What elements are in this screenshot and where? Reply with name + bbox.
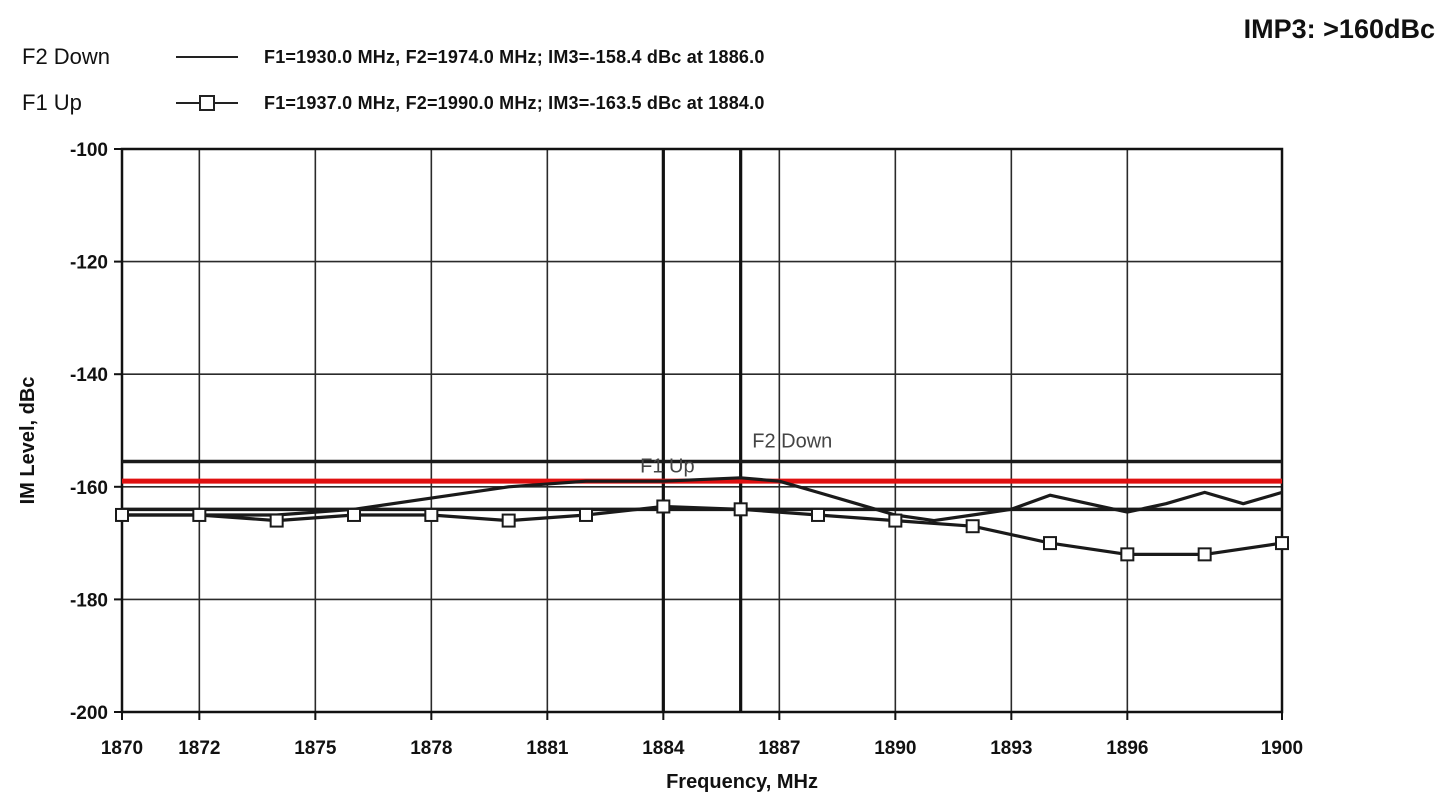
y-tick-label: -140 [70,365,108,386]
x-tick-label: 1887 [758,738,800,759]
x-axis-label: Frequency, MHz [666,771,818,793]
series-line [122,504,1283,556]
x-tick-label: 1872 [178,738,220,759]
y-tick-label: -200 [70,703,108,724]
data-point-marker [424,507,439,522]
x-tick-label: 1900 [1261,738,1303,759]
data-point-marker [579,507,593,522]
chart-legend: F2 Down F1=1930.0 MHz, F2=1974.0 MHz; IM… [22,34,765,126]
data-point-marker [347,507,361,522]
series-f2-down [122,476,1283,523]
legend-line-plain-icon [176,56,238,58]
x-tick-label: 1896 [1106,738,1148,759]
data-point-marker [1197,547,1212,562]
plot-frame [120,147,1284,714]
series-line [122,476,1283,523]
data-point-marker [1120,547,1135,562]
y-tick-label: -100 [70,140,108,161]
x-tick-label: 1893 [990,738,1032,759]
data-point-marker [501,513,516,528]
x-tick-label: 1870 [101,738,143,759]
series-f1-up [115,499,1289,562]
y-axis-label: IM Level, dBc [17,377,39,505]
legend-line-square-marker-icon [176,95,238,111]
annotation-label: F2 Down [752,430,832,452]
legend-series-desc: F1=1930.0 MHz, F2=1974.0 MHz; IM3=-158.4… [264,46,765,67]
legend-series-name: F1 Up [22,90,82,115]
annotation-label: F1 Up [640,456,694,478]
data-point-marker [192,507,207,522]
y-tick-label: -160 [70,478,108,499]
legend-item-f2-down: F2 Down F1=1930.0 MHz, F2=1974.0 MHz; IM… [22,34,765,80]
data-point-marker [115,507,129,522]
data-point-marker [269,513,284,528]
data-point-marker [888,513,903,528]
x-tick-label: 1890 [874,738,916,759]
x-tick-label: 1884 [642,738,685,759]
plot-area [122,149,1282,712]
data-point-marker [1043,536,1057,551]
data-point-marker [656,499,671,514]
legend-series-name: F2 Down [22,44,111,69]
x-tick-label: 1878 [410,738,452,759]
data-point-marker [965,519,980,534]
data-point-marker [1275,536,1289,551]
x-tick-label: 1875 [294,738,337,759]
data-point-marker [733,502,748,517]
legend-item-f1-up: F1 Up F1=1937.0 MHz, F2=1990.0 MHz; IM3=… [22,80,765,126]
x-tick-label: 1881 [526,738,569,759]
legend-series-desc: F1=1937.0 MHz, F2=1990.0 MHz; IM3=-163.5… [264,92,765,113]
y-tick-label: -180 [70,590,108,611]
y-tick-label: -120 [70,253,108,274]
imp3-badge: IMP3: >160dBc [1243,14,1435,44]
data-point-marker [811,507,825,522]
